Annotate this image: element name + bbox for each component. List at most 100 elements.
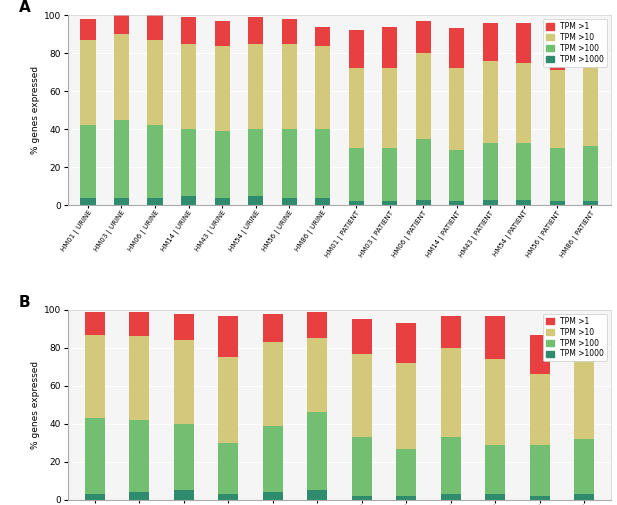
Bar bbox=[449, 201, 464, 205]
Bar bbox=[85, 418, 105, 494]
Bar bbox=[574, 358, 594, 439]
Bar bbox=[281, 19, 297, 43]
Bar bbox=[529, 445, 550, 496]
Bar bbox=[114, 34, 129, 120]
Bar bbox=[485, 494, 505, 500]
Bar bbox=[382, 68, 397, 148]
Bar bbox=[529, 375, 550, 445]
Bar bbox=[583, 65, 598, 146]
Bar bbox=[583, 146, 598, 201]
Bar bbox=[218, 443, 238, 494]
Bar bbox=[449, 150, 464, 201]
Bar bbox=[147, 125, 162, 197]
Bar bbox=[85, 494, 105, 500]
Bar bbox=[114, 197, 129, 205]
Bar bbox=[449, 68, 464, 150]
Bar bbox=[349, 148, 363, 201]
Bar bbox=[396, 496, 416, 500]
Bar bbox=[485, 445, 505, 494]
Bar bbox=[215, 131, 230, 197]
Bar bbox=[281, 43, 297, 129]
Bar bbox=[352, 354, 371, 437]
Y-axis label: % genes expressed: % genes expressed bbox=[30, 361, 39, 449]
Bar bbox=[147, 40, 162, 125]
Bar bbox=[516, 142, 531, 199]
Bar bbox=[315, 129, 330, 197]
Bar bbox=[114, 120, 129, 197]
Bar bbox=[181, 129, 196, 196]
Bar bbox=[352, 319, 371, 354]
Bar bbox=[482, 142, 498, 199]
Bar bbox=[215, 21, 230, 45]
Bar bbox=[529, 496, 550, 500]
Bar bbox=[550, 148, 565, 201]
Bar bbox=[263, 492, 283, 500]
Bar bbox=[396, 363, 416, 448]
Bar bbox=[396, 448, 416, 496]
Bar bbox=[550, 201, 565, 205]
Bar bbox=[349, 30, 363, 68]
Bar bbox=[181, 196, 196, 205]
Bar bbox=[441, 348, 461, 437]
Bar bbox=[147, 15, 162, 40]
Bar bbox=[382, 27, 397, 68]
Bar bbox=[307, 338, 327, 413]
Bar bbox=[129, 336, 149, 420]
Bar bbox=[181, 17, 196, 43]
Bar bbox=[315, 197, 330, 205]
Bar bbox=[147, 197, 162, 205]
Bar bbox=[516, 63, 531, 142]
Bar bbox=[516, 23, 531, 63]
Bar bbox=[550, 70, 565, 148]
Bar bbox=[281, 197, 297, 205]
Bar bbox=[352, 496, 371, 500]
Bar bbox=[181, 43, 196, 129]
Bar bbox=[307, 312, 327, 338]
Bar bbox=[215, 45, 230, 131]
Bar bbox=[80, 125, 96, 197]
Bar bbox=[173, 424, 194, 490]
Bar bbox=[281, 129, 297, 197]
Bar bbox=[315, 27, 330, 45]
Bar bbox=[263, 314, 283, 342]
Bar bbox=[516, 199, 531, 205]
Bar bbox=[583, 201, 598, 205]
Bar bbox=[574, 494, 594, 500]
Bar bbox=[352, 437, 371, 496]
Bar bbox=[529, 334, 550, 375]
Bar bbox=[449, 28, 464, 68]
Bar bbox=[416, 21, 431, 53]
Bar bbox=[441, 316, 461, 348]
Bar bbox=[80, 40, 96, 125]
Bar bbox=[441, 437, 461, 494]
Bar bbox=[307, 490, 327, 500]
Bar bbox=[396, 323, 416, 363]
Bar bbox=[80, 197, 96, 205]
Bar bbox=[218, 316, 238, 358]
Bar bbox=[80, 19, 96, 40]
Bar bbox=[129, 492, 149, 500]
Bar bbox=[218, 494, 238, 500]
Bar bbox=[416, 53, 431, 139]
Legend: TPM >1, TPM >10, TPM >100, TPM >1000: TPM >1, TPM >10, TPM >100, TPM >1000 bbox=[544, 314, 607, 362]
Bar bbox=[482, 23, 498, 61]
Bar bbox=[263, 342, 283, 426]
Bar bbox=[574, 439, 594, 494]
Bar bbox=[248, 129, 263, 196]
Bar bbox=[215, 197, 230, 205]
Bar bbox=[263, 426, 283, 492]
Bar bbox=[349, 201, 363, 205]
Bar bbox=[248, 196, 263, 205]
Bar bbox=[218, 358, 238, 443]
Bar bbox=[85, 334, 105, 418]
Text: B: B bbox=[19, 294, 31, 310]
Bar bbox=[173, 490, 194, 500]
Bar bbox=[129, 312, 149, 336]
Bar bbox=[416, 139, 431, 199]
Bar bbox=[173, 314, 194, 340]
Bar bbox=[482, 199, 498, 205]
Bar bbox=[315, 45, 330, 129]
Text: A: A bbox=[19, 0, 31, 15]
Bar bbox=[441, 494, 461, 500]
Bar bbox=[173, 340, 194, 424]
